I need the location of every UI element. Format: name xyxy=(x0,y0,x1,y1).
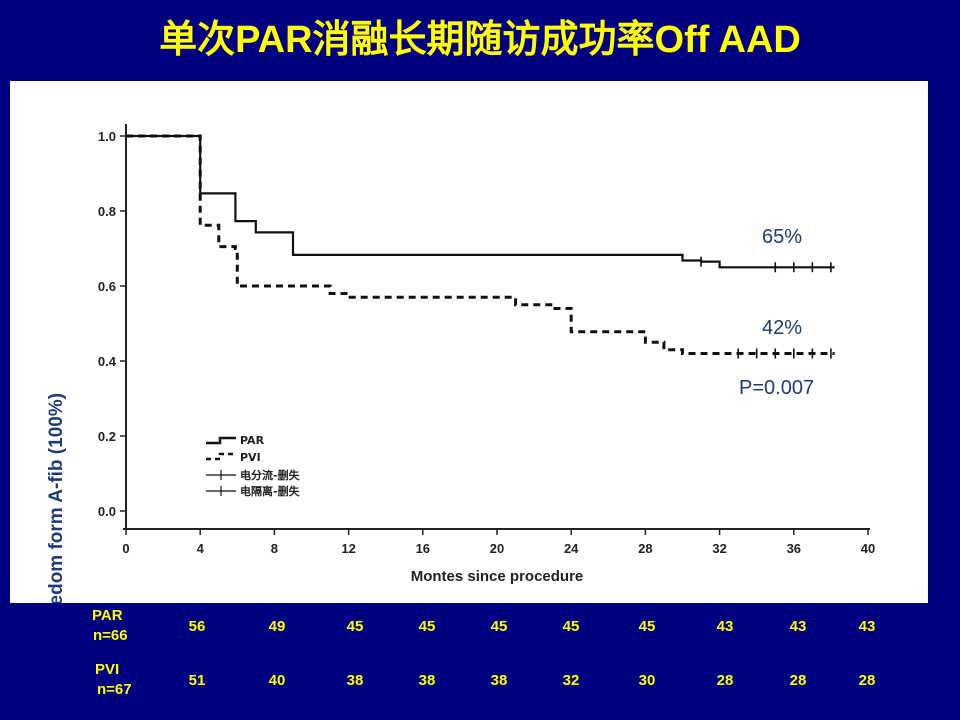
y-tick-label: 0.0 xyxy=(98,504,116,519)
x-tick-label: 28 xyxy=(638,541,652,556)
risk-cell: 49 xyxy=(268,618,286,635)
risk-row-label-par: PAR n=66 xyxy=(92,606,128,646)
chart-axes: 0.0 0.2 0.4 0.6 0.8 1.0 0 4 8 12 16 20 24 28 32 36 40 xyxy=(98,124,875,556)
x-tick-label: 0 xyxy=(122,541,129,556)
risk-cell: 45 xyxy=(490,618,508,635)
pvi-end-label: 42% xyxy=(762,317,802,339)
slide-title: 单次PAR消融长期随访成功率Off AAD xyxy=(159,19,801,61)
risk-cell: 32 xyxy=(562,672,580,689)
risk-cell: 43 xyxy=(716,618,734,635)
x-tick-label: 20 xyxy=(490,541,504,556)
legend-par-symbol xyxy=(206,436,236,445)
y-tick-label: 1.0 xyxy=(98,129,116,144)
series-par-line xyxy=(126,134,835,269)
risk-cell: 45 xyxy=(346,618,364,635)
risk-cell: 56 xyxy=(188,618,206,635)
y-tick-label: 0.2 xyxy=(98,429,116,444)
risk-row-n: n=67 xyxy=(97,681,132,698)
risk-cell: 38 xyxy=(490,672,508,689)
risk-cell: 28 xyxy=(716,672,734,689)
risk-cell: 45 xyxy=(638,618,656,635)
legend-censor-label: 电隔离-删失 xyxy=(240,484,301,498)
chart-panel: 0.0 0.2 0.4 0.6 0.8 1.0 0 4 8 12 16 20 24 28 32 36 40 Fr… xyxy=(10,81,928,603)
x-tick-label: 4 xyxy=(197,541,205,556)
x-tick-label: 32 xyxy=(712,541,726,556)
x-tick-label: 36 xyxy=(787,541,801,556)
risk-row-name: PAR xyxy=(92,607,123,624)
x-tick-label: 16 xyxy=(416,541,430,556)
x-tick-label: 24 xyxy=(564,541,579,556)
legend-pvi-symbol xyxy=(206,452,236,461)
risk-cell: 30 xyxy=(638,672,656,689)
risk-cell: 40 xyxy=(268,672,286,689)
km-chart: 0.0 0.2 0.4 0.6 0.8 1.0 0 4 8 12 16 20 24 28 32 36 40 Fr… xyxy=(46,124,875,603)
risk-row-label-pvi: PVI n=67 xyxy=(95,660,132,700)
risk-cell: 43 xyxy=(858,618,876,635)
y-axis-label: Freedom form A-fib (100%) xyxy=(46,393,67,603)
series-pvi-line xyxy=(126,134,835,355)
risk-cell: 28 xyxy=(858,672,876,689)
legend-par-label: PAR xyxy=(240,434,265,447)
legend-pvi-label: PVI xyxy=(240,451,261,464)
risk-row-name: PVI xyxy=(95,661,120,678)
y-tick-label: 0.8 xyxy=(98,204,116,219)
risk-cell: 45 xyxy=(418,618,436,635)
x-tick-label: 40 xyxy=(861,541,875,556)
risk-row-n: n=66 xyxy=(93,627,128,644)
risk-cell: 43 xyxy=(789,618,807,635)
y-tick-label: 0.6 xyxy=(98,279,116,294)
legend-censor-label: 电分流-删失 xyxy=(240,468,301,482)
y-tick-label: 0.4 xyxy=(98,354,117,369)
p-value-label: P=0.007 xyxy=(739,377,814,399)
x-tick-label: 12 xyxy=(341,541,355,556)
chart-series xyxy=(126,134,835,359)
risk-cell: 45 xyxy=(562,618,580,635)
x-axis-label: Montes since procedure xyxy=(411,568,584,585)
risk-cell: 28 xyxy=(789,672,807,689)
x-tick-label: 8 xyxy=(271,541,278,556)
risk-cell: 51 xyxy=(188,672,206,689)
par-end-label: 65% xyxy=(762,226,802,248)
risk-cell: 38 xyxy=(418,672,436,689)
risk-cell: 38 xyxy=(346,672,364,689)
